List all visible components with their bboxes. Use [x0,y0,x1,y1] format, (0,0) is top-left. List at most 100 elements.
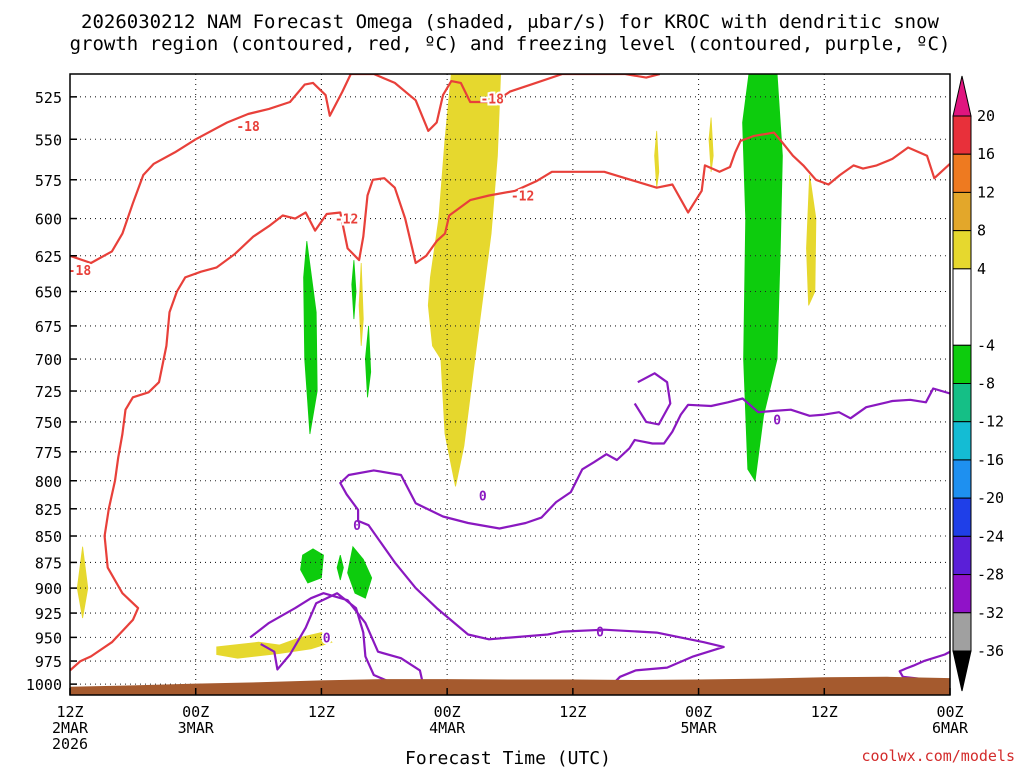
x-tick-label: 12Z [56,703,83,721]
x-tick-label: 5MAR [681,719,718,737]
snow-growth-contours: -18 -18 -18 -12 -12 [68,74,950,672]
colorbar-bin--32--28 [952,574,972,614]
omega-yellow-main [427,74,502,487]
colorbar-bottom-cap [952,650,972,692]
colorbar-bin-12-16 [952,153,972,193]
plot-area [70,74,950,695]
colorbar-bin--8--4 [952,344,972,384]
omega-green-low-3 [347,545,373,599]
colorbar-bin--4-4 [952,268,972,346]
y-tick-label-700: 700 [35,351,62,369]
snow-growth-contour-label: -18 [236,120,260,135]
colorbar-label: -4 [977,336,995,354]
plot-background [70,74,950,695]
colorbar-bin--20--16 [952,459,972,499]
omega-yellow-r3 [806,174,817,306]
colorbar-bin-8-12 [952,191,972,232]
terrain-fill [70,676,950,695]
y-tick-label-900: 900 [35,580,62,598]
snow-growth-contour-label: -12 [335,213,358,228]
y-tick-label-1000: 1000 [26,676,62,694]
colorbar-label: 12 [977,183,995,201]
colorbar-label: -12 [977,413,1004,431]
x-tick-label: 00Z [182,703,209,721]
chart-title: 2026030212 NAM Forecast Omega (shaded, μ… [70,11,951,55]
colorbar-label: -20 [977,489,1004,507]
colorbar-bin-4-8 [952,230,972,270]
plot-border [69,73,951,696]
colorbar-label: -36 [977,642,1004,660]
x-tick-label: 00Z [936,703,963,721]
colorbar-top-cap [952,75,972,117]
y-tick-label-850: 850 [35,528,62,546]
freezing-contour-line-3 [633,372,672,426]
x-tick-label: 3MAR [178,719,215,737]
y-tick-label-725: 725 [35,383,62,401]
omega-yellow-thin [358,262,364,346]
colorbar-bin-16-20 [952,115,972,155]
colorbar-bin--24--20 [952,497,972,537]
y-tick-label-650: 650 [35,284,62,302]
y-axis: 525 550 575 600 625 650 675 700 725 750 775 800 825 8… [26,89,77,694]
y-tick-label-975: 975 [35,653,62,671]
snow-growth-contour-label: -18 [480,93,504,108]
y-tick-label-625: 625 [35,248,62,266]
snow-growth-contour-line-2 [70,131,950,672]
grid [70,74,950,695]
y-tick-label-875: 875 [35,554,62,572]
y-tick-label-575: 575 [35,172,62,190]
colorbar-label: -28 [977,566,1004,584]
x-tick-label: 2026 [52,735,88,753]
y-tick-label-550: 550 [35,131,62,149]
omega-green-c [364,325,372,398]
x-tick-label: 00Z [685,703,712,721]
x-tick-label: 2MAR [52,719,89,737]
colorbar-bin--16--12 [952,421,972,461]
colorbar-label: 16 [977,145,995,163]
y-tick-label-675: 675 [35,318,62,336]
x-tick-label: 6MAR [932,719,969,737]
omega-yellow-low [216,632,333,659]
freezing-contour-label: 0 [479,489,487,504]
colorbar-label: 8 [977,222,986,240]
colorbar-bin--28--24 [952,535,972,576]
x-tick-label: 00Z [434,703,461,721]
colorbar-bin--36--32 [952,612,972,652]
y-tick-label-750: 750 [35,414,62,432]
omega-green-low-1 [300,548,324,584]
y-tick-label-950: 950 [35,629,62,647]
x-tick-label: 12Z [559,703,586,721]
y-tick-label-800: 800 [35,473,62,491]
omega-yellow-left [76,546,89,619]
snow-growth-contour-label: -12 [511,189,534,204]
freezing-contour-label: 0 [773,413,781,428]
x-axis-label: Forecast Time (UTC) [405,748,611,768]
omega-shading [76,74,817,659]
x-tick-label: 12Z [308,703,335,721]
y-tick-label-525: 525 [35,89,62,107]
omega-green-a [303,241,318,435]
colorbar-label: -32 [977,604,1004,622]
omega-green-low-2 [336,555,344,581]
x-tick-label: 4MAR [429,719,466,737]
credit-text: coolwx.com/models [861,747,1015,765]
omega-yellow-r2 [708,117,714,172]
snow-growth-contour-label: -18 [68,264,92,279]
colorbar-label: -16 [977,451,1004,469]
freezing-contour-label: 0 [596,626,604,641]
colorbar-label: 20 [977,107,995,125]
colorbar-label: -24 [977,527,1004,545]
omega-green-b [351,260,357,320]
chart-title-line-2: growth region (contoured, red, ºC) and f… [70,33,951,55]
terrain [70,676,950,695]
colorbar: 20 16 12 8 4 -4 -8 -12 -16 -20 -24 -28 -32 -36 [952,75,1004,692]
chart-title-line-1: 2026030212 NAM Forecast Omega (shaded, μ… [81,11,939,33]
freezing-contour-line-2 [339,387,950,695]
freezing-contour-label: 0 [323,631,331,646]
y-tick-label-825: 825 [35,501,62,519]
colorbar-label: -8 [977,375,995,393]
